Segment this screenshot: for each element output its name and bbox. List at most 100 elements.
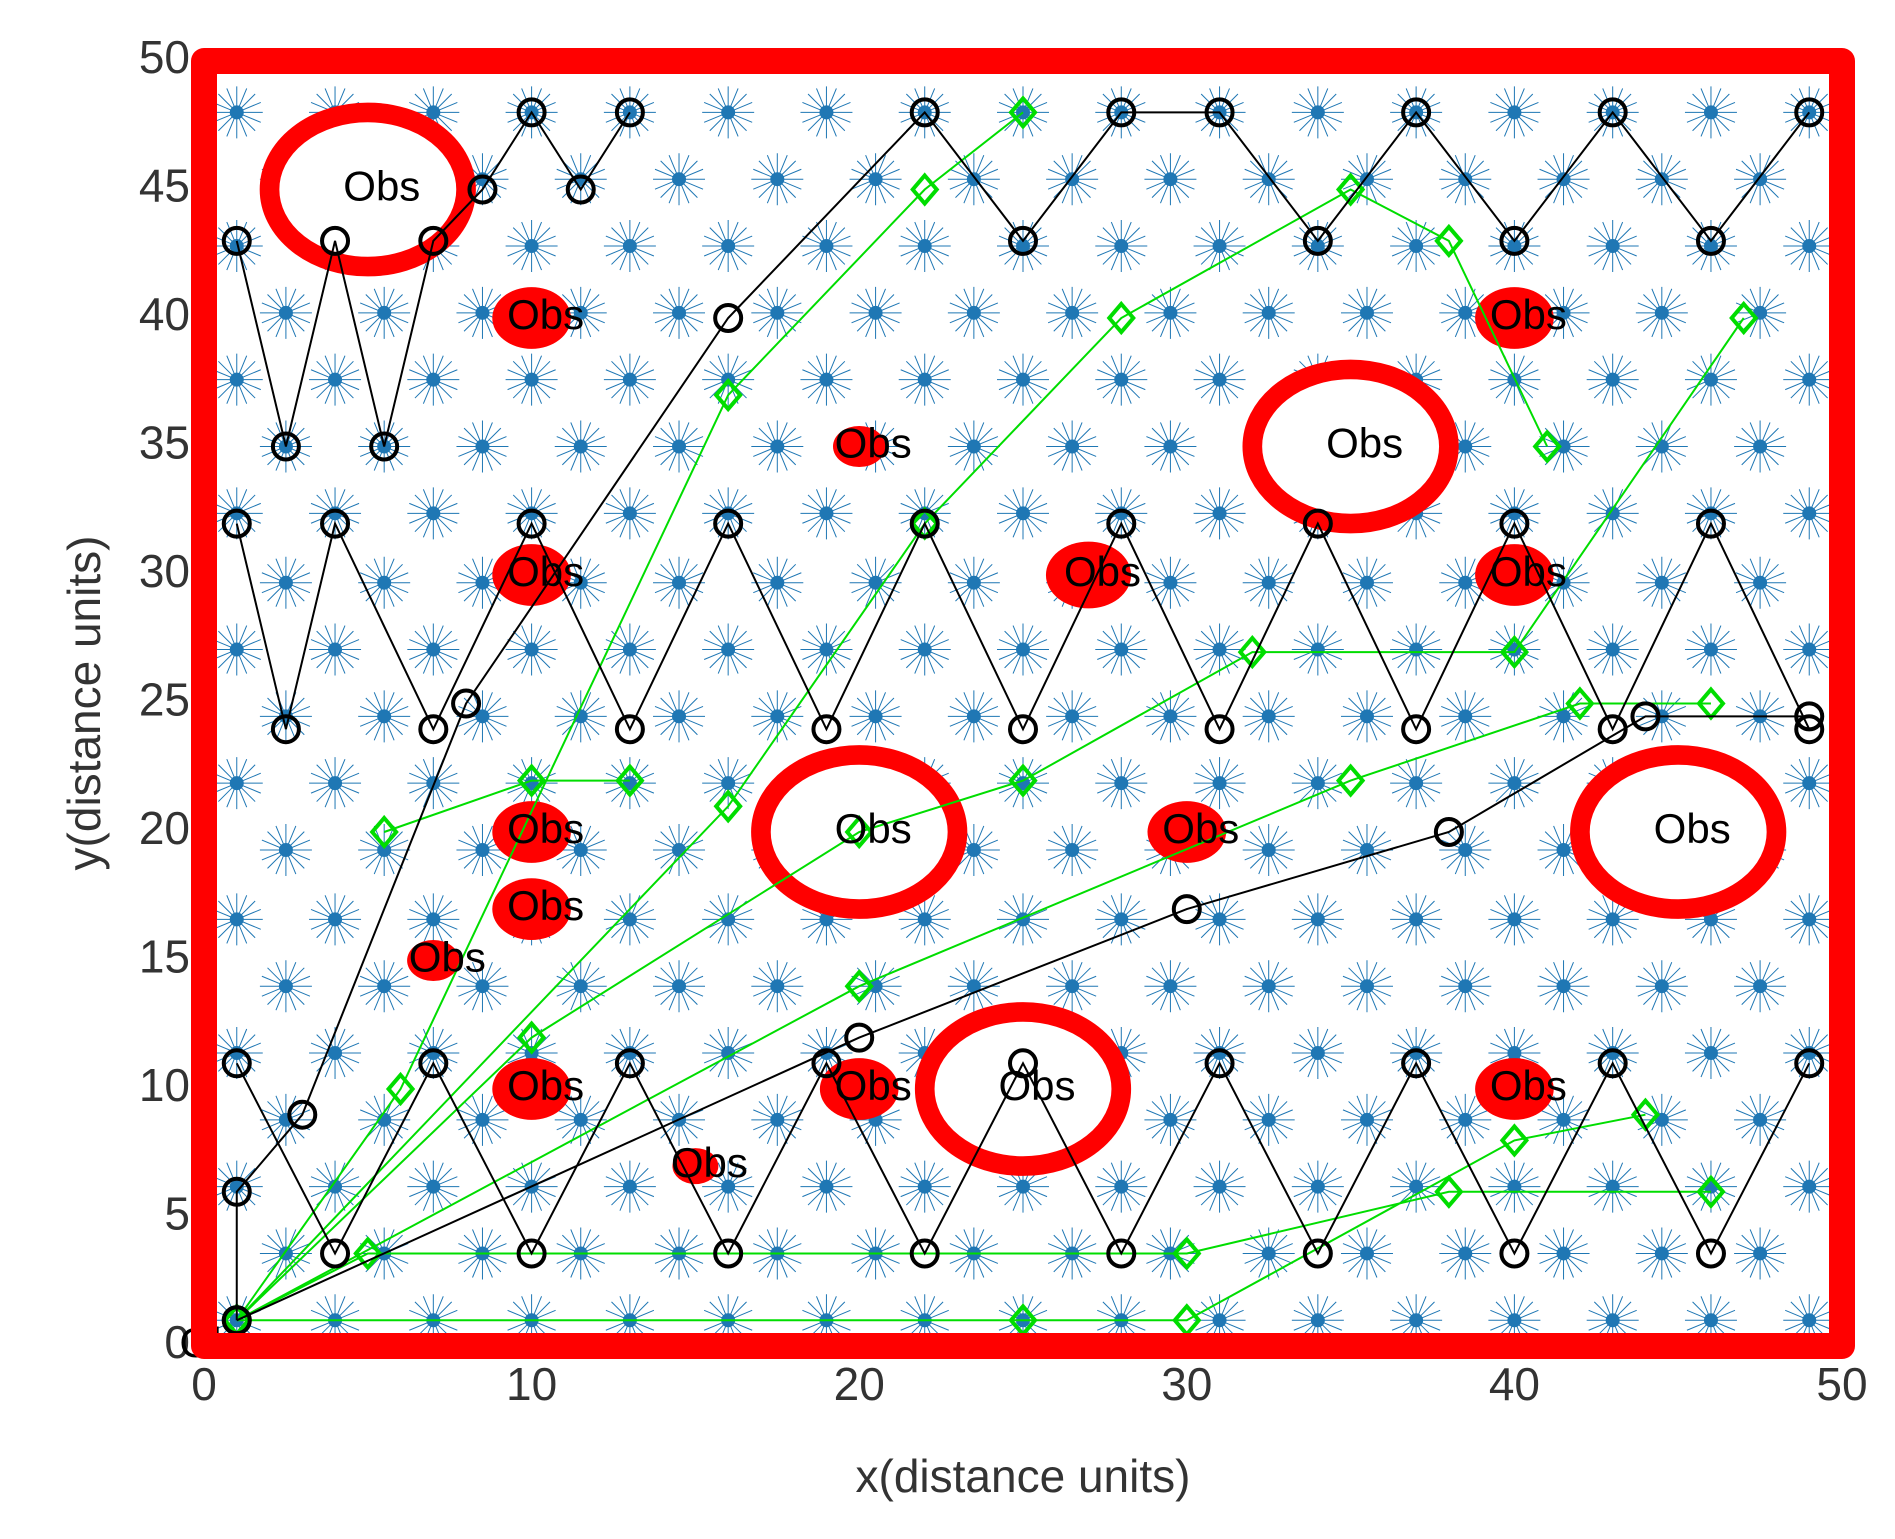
y-tick-label: 0 bbox=[164, 1316, 190, 1368]
y-tick-label: 50 bbox=[139, 31, 190, 83]
node bbox=[966, 305, 981, 320]
path-marker bbox=[1597, 97, 1628, 128]
x-tick-label: 20 bbox=[834, 1358, 885, 1410]
node bbox=[1753, 1112, 1768, 1127]
node bbox=[622, 912, 637, 927]
node-rays bbox=[653, 556, 706, 609]
node-rays bbox=[259, 556, 312, 609]
path-line bbox=[236, 317, 1745, 1322]
node-rays bbox=[1046, 960, 1099, 1013]
node-rays bbox=[1783, 893, 1836, 946]
path-marker bbox=[1695, 508, 1726, 539]
obstacle-label: Obs bbox=[507, 1062, 584, 1109]
path-marker bbox=[811, 1048, 842, 1079]
node-rays bbox=[358, 823, 411, 876]
node-rays bbox=[1193, 893, 1246, 946]
node-rays bbox=[1242, 1093, 1295, 1146]
node-rays bbox=[1095, 353, 1148, 406]
node-rays bbox=[554, 420, 607, 473]
path-marker bbox=[369, 431, 400, 462]
obstacle-label: Obs bbox=[1162, 805, 1239, 852]
node bbox=[917, 642, 932, 657]
node bbox=[770, 1112, 785, 1127]
node bbox=[1703, 372, 1718, 387]
node-rays bbox=[1783, 1294, 1836, 1347]
obstacle-label: Obs bbox=[507, 805, 584, 852]
node-rays bbox=[1242, 960, 1295, 1013]
node bbox=[1310, 1179, 1325, 1194]
node bbox=[1114, 239, 1129, 254]
node-rays bbox=[1144, 556, 1197, 609]
y-axis-label: y(distance units) bbox=[58, 536, 110, 871]
node-rays bbox=[1193, 220, 1246, 273]
node bbox=[1458, 1112, 1473, 1127]
node bbox=[770, 575, 785, 590]
node bbox=[1802, 1179, 1817, 1194]
node bbox=[328, 912, 343, 927]
node bbox=[524, 642, 539, 657]
path-line bbox=[236, 1190, 1711, 1322]
node bbox=[1114, 642, 1129, 657]
node bbox=[426, 105, 441, 120]
node-rays bbox=[1734, 420, 1787, 473]
node-rays bbox=[1242, 1227, 1295, 1280]
node-rays bbox=[1684, 623, 1737, 676]
node bbox=[1016, 506, 1030, 521]
node-rays bbox=[1488, 757, 1541, 810]
node-rays bbox=[1488, 1294, 1541, 1347]
path-marker bbox=[1565, 686, 1595, 721]
node bbox=[278, 575, 293, 590]
node bbox=[1016, 1179, 1030, 1194]
node bbox=[1802, 912, 1817, 927]
node-rays bbox=[1586, 487, 1639, 540]
node bbox=[672, 709, 687, 724]
node-rays bbox=[505, 220, 558, 273]
node bbox=[1212, 1313, 1227, 1328]
node bbox=[966, 709, 981, 724]
node bbox=[1802, 642, 1817, 657]
obstacle bbox=[1242, 359, 1459, 534]
node bbox=[1605, 372, 1620, 387]
node-rays bbox=[603, 623, 656, 676]
node bbox=[1261, 1112, 1276, 1127]
obstacle-label: Obs bbox=[671, 1139, 748, 1186]
node bbox=[1212, 372, 1227, 387]
path-marker bbox=[418, 1048, 449, 1079]
path-marker bbox=[516, 763, 547, 798]
obstacle bbox=[1570, 745, 1787, 919]
node-rays bbox=[702, 893, 755, 946]
node-rays bbox=[1193, 353, 1246, 406]
node-rays bbox=[1193, 1294, 1246, 1347]
obstacle bbox=[1475, 287, 1554, 349]
x-tick-label: 50 bbox=[1816, 1358, 1867, 1410]
node-rays bbox=[1439, 960, 1492, 1013]
path-marker bbox=[614, 97, 645, 128]
node-rays bbox=[1144, 420, 1197, 473]
node bbox=[426, 372, 441, 387]
node bbox=[1261, 1246, 1276, 1261]
node-rays bbox=[1144, 153, 1197, 206]
path-marker bbox=[320, 1238, 351, 1269]
node bbox=[229, 1179, 244, 1194]
node-rays bbox=[554, 823, 607, 876]
y-tick-label: 45 bbox=[139, 160, 190, 212]
node-rays bbox=[1390, 623, 1443, 676]
node-rays bbox=[898, 1160, 951, 1213]
node bbox=[1556, 1112, 1571, 1127]
node bbox=[770, 439, 785, 454]
node bbox=[819, 1179, 834, 1194]
path-marker bbox=[1499, 1238, 1530, 1269]
node bbox=[1212, 506, 1227, 521]
node-rays bbox=[358, 1093, 411, 1146]
path-marker bbox=[1302, 1238, 1333, 1269]
node-rays bbox=[947, 153, 1000, 206]
node-rays bbox=[1537, 420, 1590, 473]
node bbox=[1605, 1313, 1620, 1328]
node bbox=[1507, 1046, 1522, 1061]
node bbox=[1359, 979, 1374, 994]
path-marker bbox=[910, 172, 940, 207]
node-rays bbox=[1046, 823, 1099, 876]
boundary bbox=[191, 48, 1855, 1359]
obstacle-label: Obs bbox=[835, 1062, 912, 1109]
node-rays bbox=[259, 1227, 312, 1280]
